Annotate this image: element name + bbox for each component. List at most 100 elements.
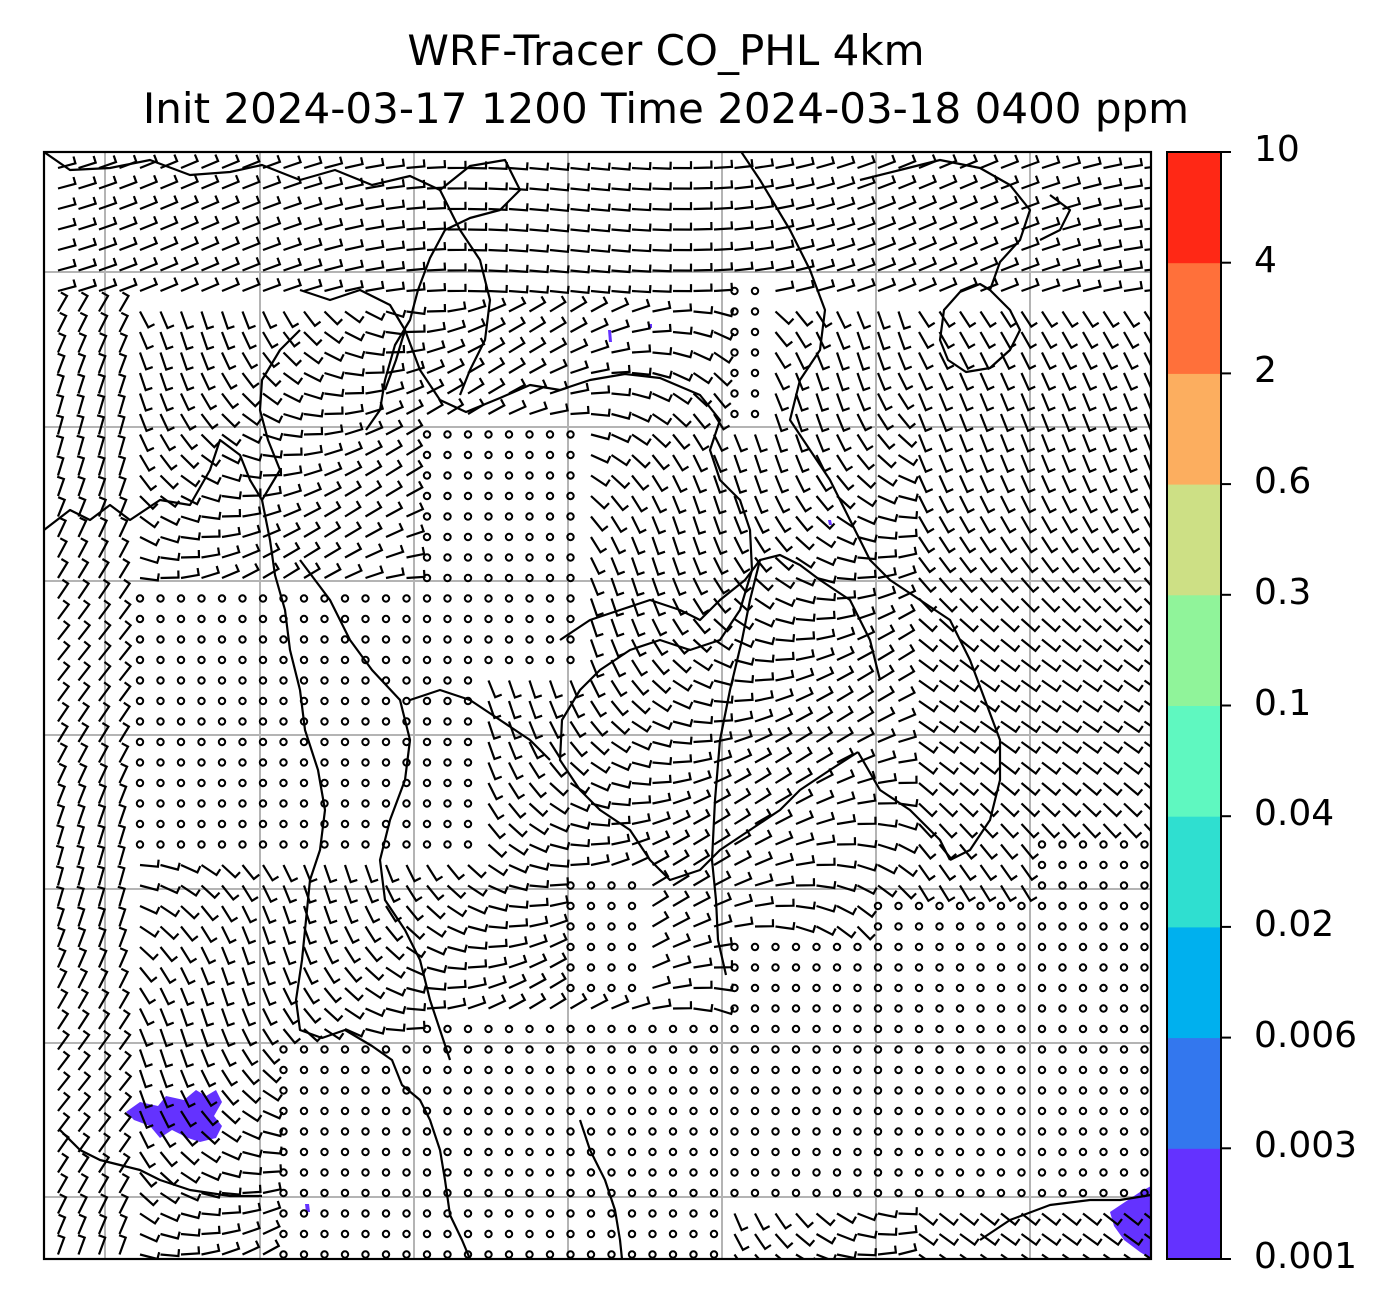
wind-barb	[1000, 536, 1018, 554]
wind-barb	[1041, 618, 1061, 633]
wind-barb	[57, 742, 68, 764]
wind-barb	[57, 1009, 70, 1030]
wind-barb-calm	[730, 1045, 739, 1054]
wind-barb-calm	[545, 1127, 555, 1136]
wind-barb	[467, 357, 486, 374]
wind-barb	[303, 331, 323, 347]
wind-barb	[713, 768, 732, 785]
wind-barb	[774, 454, 789, 474]
wind-barb-calm	[1037, 881, 1047, 890]
wind-barb	[77, 475, 86, 497]
wind-barb	[1123, 679, 1144, 693]
wind-barb-calm	[545, 1086, 555, 1095]
wind-barb	[241, 884, 259, 903]
wind-barb	[487, 721, 502, 740]
wind-barb-calm	[1017, 963, 1026, 972]
wind-barb-calm	[750, 963, 760, 972]
wind-barb	[1000, 556, 1019, 574]
wind-barb	[898, 707, 917, 723]
wind-barb	[979, 495, 996, 514]
wind-barb	[1041, 577, 1060, 594]
wind-barb	[77, 1152, 90, 1174]
wind-barb-calm	[1037, 1086, 1047, 1095]
wind-barb	[672, 933, 692, 949]
wind-barb	[754, 787, 772, 805]
wind-barb	[487, 864, 509, 877]
wind-barb	[734, 729, 753, 744]
wind-barb	[1082, 259, 1102, 272]
wind-barb	[795, 576, 817, 587]
wind-barb	[631, 813, 651, 826]
wind-barb	[118, 1213, 128, 1235]
wind-barb	[139, 1212, 160, 1225]
wind-barb-calm	[463, 1168, 473, 1177]
wind-barb	[56, 906, 65, 927]
wind-barb	[590, 203, 611, 212]
wind-barb-calm	[1099, 942, 1108, 952]
wind-barb	[795, 475, 811, 494]
wind-barb	[242, 488, 262, 498]
wind-barb	[487, 762, 503, 781]
wind-barb	[528, 295, 547, 313]
wind-barb	[364, 459, 383, 477]
wind-barb	[816, 811, 836, 826]
wind-barb-calm	[894, 1004, 903, 1013]
wind-barb	[1041, 720, 1062, 734]
wind-barb	[1102, 679, 1124, 693]
wind-barb-calm	[525, 1229, 534, 1239]
wind-barb	[877, 706, 896, 723]
wind-barb	[549, 265, 570, 274]
wind-barb	[959, 802, 979, 818]
wind-barb	[958, 413, 974, 433]
wind-barb	[795, 1212, 814, 1229]
wind-barb-calm	[484, 1250, 493, 1259]
wind-barb-calm	[812, 1004, 821, 1013]
wind-barb-calm	[955, 1106, 965, 1116]
wind-barb-calm	[299, 1188, 309, 1198]
wind-barb-calm	[545, 635, 555, 644]
wind-barb-calm	[484, 573, 493, 583]
wind-barb	[344, 480, 363, 497]
wind-barb-calm	[1037, 1147, 1047, 1157]
wind-barb	[303, 196, 323, 211]
wind-barb-calm	[955, 1086, 965, 1095]
wind-barb-calm	[1140, 1188, 1149, 1198]
wind-barb-calm	[463, 840, 473, 849]
wind-barb-calm	[853, 1106, 862, 1116]
wind-barb	[671, 516, 686, 535]
wind-barb-calm	[566, 430, 575, 439]
wind-barb	[959, 884, 976, 903]
wind-barb-calm	[381, 1188, 391, 1198]
wind-barb	[856, 884, 878, 896]
wind-barb	[713, 983, 734, 992]
wind-barb	[221, 454, 243, 465]
wind-barb-calm	[422, 594, 432, 603]
wind-barb	[590, 536, 608, 554]
wind-barb	[795, 495, 813, 513]
wind-barb	[508, 316, 527, 333]
wind-barb	[1102, 782, 1123, 797]
wind-barb	[1000, 720, 1021, 734]
wind-barb	[898, 174, 917, 190]
wind-barb	[1123, 157, 1144, 170]
wind-barb-calm	[299, 819, 309, 829]
wind-barb	[118, 1091, 133, 1112]
wind-barb	[692, 869, 711, 887]
wind-barb	[364, 521, 383, 538]
wind-barb-calm	[1119, 1168, 1129, 1177]
wind-barb-calm	[197, 778, 206, 788]
wind-barb-calm	[1037, 860, 1047, 870]
wind-barb	[467, 904, 489, 915]
wind-barb	[282, 946, 297, 966]
wind-barb-calm	[566, 1250, 575, 1259]
wind-barb-calm	[627, 1045, 637, 1054]
wind-barb	[631, 433, 652, 447]
wind-barb	[365, 420, 384, 436]
wind-barb-calm	[176, 696, 186, 706]
wind-barb	[385, 419, 404, 436]
wind-barb	[447, 301, 467, 313]
wind-barb	[76, 455, 86, 476]
wind-barb	[898, 565, 917, 580]
wind-barb	[795, 156, 815, 170]
